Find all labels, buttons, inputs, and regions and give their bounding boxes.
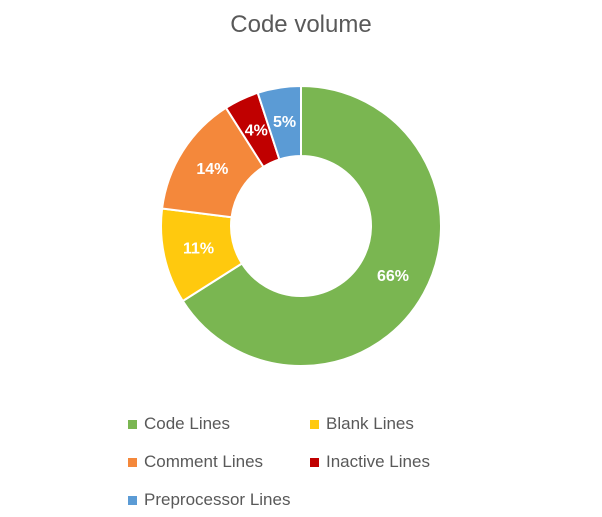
data-label-blank-lines: 11% [183, 240, 214, 257]
legend-label: Comment Lines [144, 452, 264, 471]
data-label-comment-lines: 14% [196, 161, 228, 178]
legend-item-code-lines: Code Lines [128, 414, 310, 434]
donut-slices [160, 84, 442, 367]
legend-swatch [128, 495, 137, 505]
legend-swatch [310, 419, 319, 429]
data-label-preprocessor-lines: 5% [273, 114, 296, 131]
legend-swatch [128, 457, 137, 467]
data-label-code-lines: 66% [377, 268, 409, 285]
legend-swatch [128, 419, 137, 429]
legend-label: Preprocessor Lines [144, 490, 291, 509]
legend-label: Inactive Lines [326, 452, 430, 471]
legend-label: Code Lines [144, 414, 231, 433]
slice-preprocessor-lines [256, 84, 302, 161]
legend-item-inactive-lines: Inactive Lines [310, 452, 470, 472]
slice-code-lines [181, 84, 442, 367]
legend-item-comment-lines: Comment Lines [128, 452, 310, 472]
chart-title: Code volume [230, 11, 372, 38]
data-label-inactive-lines: 4% [245, 122, 268, 139]
legend-item-preprocessor-lines: Preprocessor Lines [128, 490, 310, 510]
data-labels: 66% 11% 14% 4% 5% [183, 114, 409, 285]
legend-label: Blank Lines [326, 414, 414, 433]
legend: Code Lines Blank Lines Comment Lines Ina… [128, 414, 468, 510]
legend-item-blank-lines: Blank Lines [310, 414, 470, 434]
legend-swatch [310, 457, 319, 467]
